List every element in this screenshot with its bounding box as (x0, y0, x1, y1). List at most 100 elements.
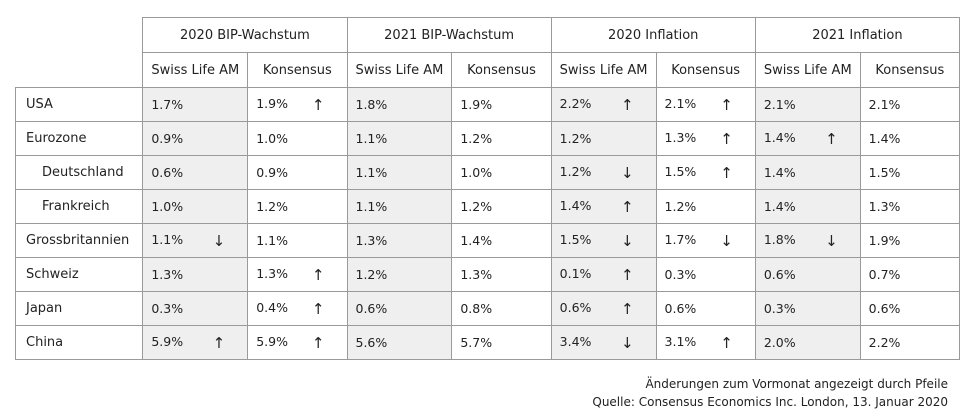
value: 1.1% (355, 165, 388, 180)
value-cell: 0.4% ↑ (247, 291, 348, 326)
value-cell: 0.6% ↑ (550, 291, 657, 326)
change-arrow: ↑ (311, 265, 325, 284)
subheader: Konsensus (859, 52, 960, 88)
value: 0.3% (664, 267, 697, 282)
change-arrow: ↓ (620, 333, 634, 352)
value-cell: 1.4% (754, 155, 861, 190)
value: 1.0% (460, 165, 493, 180)
subheader-row: Swiss Life AM Konsensus Swiss Life AM Konse… (16, 52, 960, 88)
data-row: Frankreich 1.0% 1.2% 1.1% 1.2% 1.4% ↑ 1.2% 1.4% 1… (14, 189, 960, 224)
change-arrow: ↓ (720, 231, 733, 250)
data-row: Japan 0.3% 0.4% ↑ 0.6% 0.8% 0.6% ↑ 0.6% 0.3% 0.6% (14, 291, 960, 326)
value-cell: 1.8% (346, 87, 453, 122)
value: 1.7% (151, 97, 184, 112)
subheader: Konsensus (655, 52, 756, 88)
change-arrow: ↓ (620, 163, 634, 182)
value-cell: 1.0% (451, 155, 552, 190)
value-cell: 0.3% (754, 291, 861, 326)
value: 1.3% (460, 267, 493, 282)
change-arrow: ↑ (720, 129, 733, 148)
value-cell: 0.6% (142, 155, 249, 190)
value: 1.0% (151, 199, 184, 214)
value: 2.2% (868, 335, 901, 350)
value: 1.4% (460, 233, 493, 248)
value: 0.6% (559, 299, 592, 315)
value: 3.1% (664, 333, 697, 349)
value-cell: 0.9% (142, 121, 249, 156)
change-arrow: ↓ (825, 231, 838, 250)
value: 5.6% (355, 335, 388, 350)
row-label: Eurozone (14, 121, 144, 156)
change-arrow: ↑ (620, 197, 634, 216)
value: 0.6% (763, 267, 796, 282)
value: 1.8% (355, 97, 388, 112)
value-cell: 0.3% (142, 291, 249, 326)
value-cell: 1.2% (346, 257, 453, 292)
value: 1.2% (460, 199, 493, 214)
value-cell: 1.8% ↓ (754, 223, 861, 258)
change-arrow: ↑ (720, 95, 733, 114)
value: 0.1% (559, 265, 592, 281)
value: 2.2% (559, 95, 592, 111)
forecast-table: 2020 BIP-Wachstum 2021 BIP-Wachstum 2020 I… (14, 17, 960, 360)
change-arrow: ↑ (212, 333, 226, 352)
change-arrow: ↓ (212, 231, 226, 250)
value-cell: 1.1% (346, 121, 453, 156)
subheader: Konsensus (451, 52, 552, 88)
change-arrow: ↑ (720, 333, 733, 352)
value-cell: 1.1% (247, 223, 348, 258)
value-cell: 1.1% (346, 155, 453, 190)
corner-cell (15, 17, 144, 88)
value: 2.1% (763, 97, 796, 112)
value-cell: 1.2% (451, 189, 552, 224)
value-cell: 1.9% (451, 87, 552, 122)
value-cell: 1.3% (346, 223, 453, 258)
data-row: Grossbritannien 1.1% ↓ 1.1% 1.3% 1.4% 1.5% ↓ 1.7… (14, 223, 960, 258)
value-cell: 1.0% (142, 189, 249, 224)
value-cell: 1.0% (247, 121, 348, 156)
subheader: Swiss Life AM (142, 52, 249, 88)
value: 1.1% (151, 231, 184, 247)
change-arrow: ↑ (620, 299, 634, 318)
value: 1.4% (763, 129, 796, 145)
value: 1.9% (460, 97, 493, 112)
value-cell: 0.3% (655, 257, 756, 292)
value: 0.6% (151, 165, 184, 180)
source: Quelle: Consensus Economics Inc. London,… (592, 395, 948, 409)
row-label: Deutschland (14, 155, 144, 190)
value-cell: 2.2% (859, 325, 960, 360)
value-cell: 1.3% ↑ (247, 257, 348, 292)
value: 0.6% (355, 301, 388, 316)
data-row: China 5.9% ↑ 5.9% ↑ 5.6% 5.7% 3.4% ↓ 3.1% ↑ 2.0% 2.2… (14, 325, 960, 360)
change-arrow: ↑ (620, 265, 634, 284)
value: 1.2% (559, 131, 592, 146)
value: 1.1% (355, 199, 388, 214)
change-arrow: ↑ (311, 95, 325, 114)
group-header: 2020 BIP-Wachstum (142, 17, 348, 53)
value: 1.1% (355, 131, 388, 146)
change-arrow: ↑ (311, 299, 325, 318)
value: 1.5% (559, 231, 592, 247)
value-cell: 1.5% (859, 155, 960, 190)
subheader: Konsensus (247, 52, 348, 88)
value: 1.0% (256, 131, 288, 146)
row-label: Grossbritannien (14, 223, 144, 258)
group-header: 2020 Inflation (550, 17, 756, 53)
value: 1.3% (868, 199, 901, 214)
value-cell: 0.6% (655, 291, 756, 326)
value-cell: 3.4% ↓ (550, 325, 657, 360)
value-cell: 1.3% (142, 257, 249, 292)
value: 5.9% (256, 333, 288, 349)
value: 1.3% (664, 129, 697, 145)
value-cell: 1.2% ↓ (550, 155, 657, 190)
value-cell: 2.1% ↑ (655, 87, 756, 122)
value: 1.9% (868, 233, 901, 248)
value-cell: 0.1% ↑ (550, 257, 657, 292)
value: 1.3% (151, 267, 184, 282)
change-arrow: ↓ (620, 231, 634, 250)
value-cell: 1.1% ↓ (142, 223, 249, 258)
value-cell: 0.6% (859, 291, 960, 326)
value-cell: 1.2% (655, 189, 756, 224)
value: 1.2% (256, 199, 288, 214)
